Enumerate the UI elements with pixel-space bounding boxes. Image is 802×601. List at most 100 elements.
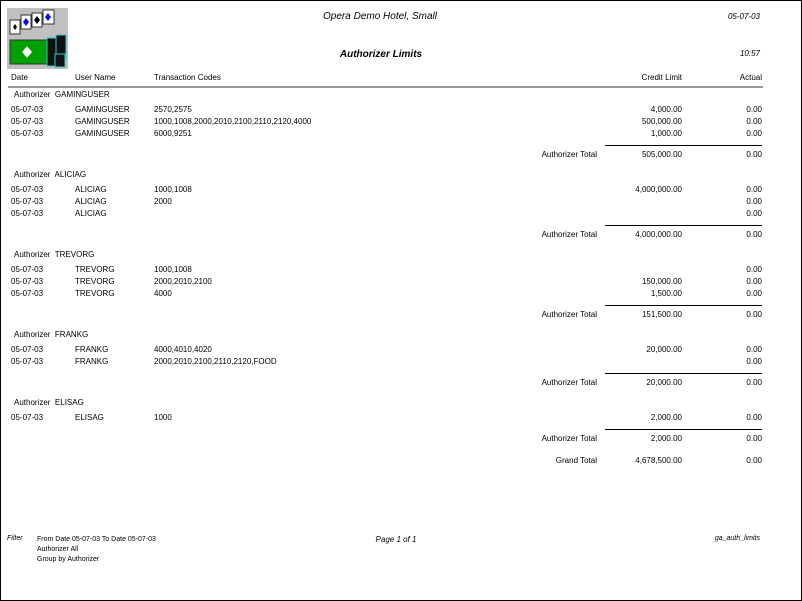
- user-cell: ELISAG: [75, 413, 104, 422]
- table-row: 05-07-03 TREVORG 4000 1,500.00 0.00: [0, 289, 802, 301]
- codes-cell: 4000,4010,4020: [154, 345, 212, 354]
- table-row: 05-07-03 ALICIAG 0.00: [0, 209, 802, 221]
- actual-cell: 0.00: [746, 209, 762, 218]
- actual-cell: 0.00: [746, 413, 762, 422]
- total-limit: 20,000.00: [646, 378, 682, 387]
- table-row: 05-07-03 GAMINGUSER 1000,1008,2000,2010,21…: [0, 117, 802, 129]
- date-cell: 05-07-03: [11, 277, 44, 286]
- group-label: Authorizer: [14, 330, 51, 339]
- group-header: Authorizer FRANKG: [0, 328, 802, 345]
- total-limit: 4,000,000.00: [635, 230, 682, 239]
- user-cell: FRANKG: [75, 345, 109, 354]
- codes-cell: 1000,1008: [154, 185, 192, 194]
- total-limit: 151,500.00: [641, 310, 682, 319]
- actual-cell: 0.00: [746, 105, 762, 114]
- actual-cell: 0.00: [746, 197, 762, 206]
- total-label: Authorizer Total: [541, 230, 597, 239]
- codes-cell: 6000,9251: [154, 129, 192, 138]
- date-cell: 05-07-03: [11, 357, 44, 366]
- actual-cell: 0.00: [746, 357, 762, 366]
- group-name: GAMINGUSER: [54, 90, 110, 99]
- table-row: 05-07-03 GAMINGUSER 6000,9251 1,000.00 0.00: [0, 129, 802, 141]
- date-cell: 05-07-03: [11, 185, 44, 194]
- limit-cell: 500,000.00: [641, 117, 682, 126]
- group-name: FRANKG: [54, 330, 89, 339]
- table-row: 05-07-03 ELISAG 1000 2,000.00 0.00: [0, 413, 802, 425]
- grand-label: Grand Total: [555, 456, 597, 465]
- group-name: ALICIAG: [54, 170, 87, 179]
- authorizer-total-row: Authorizer Total 505,000.00 0.00: [0, 145, 802, 163]
- group-header: Authorizer ALICIAG: [0, 168, 802, 185]
- table-row: 05-07-03 TREVORG 1000,1008 0.00: [0, 265, 802, 277]
- grand-actual: 0.00: [746, 456, 762, 465]
- user-cell: ALICIAG: [75, 197, 107, 206]
- filter-line: Authorizer All: [37, 546, 79, 553]
- codes-cell: 2000: [154, 197, 172, 206]
- filter-line: Group by Authorizer: [37, 556, 100, 563]
- col-actual: Actual: [739, 73, 762, 82]
- codes-cell: 1000,1008: [154, 265, 192, 274]
- table-row: 05-07-03 FRANKG 4000,4010,4020 20,000.00 0.0…: [0, 345, 802, 357]
- user-cell: ALICIAG: [75, 185, 107, 194]
- limit-cell: 20,000.00: [646, 345, 682, 354]
- authorizer-total-row: Authorizer Total 4,000,000.00 0.00: [0, 225, 802, 243]
- report-title: Authorizer Limits: [339, 49, 423, 60]
- total-actual: 0.00: [746, 150, 762, 159]
- limit-cell: 4,000.00: [650, 105, 682, 114]
- total-limit: 505,000.00: [641, 150, 682, 159]
- filter-label: Filter: [7, 535, 23, 542]
- user-cell: TREVORG: [75, 265, 115, 274]
- header-divider: [8, 86, 763, 88]
- codes-cell: 2000,2010,2100,2110,2120,FOOD: [154, 357, 277, 366]
- total-actual: 0.00: [746, 434, 762, 443]
- actual-cell: 0.00: [746, 117, 762, 126]
- filter-details: From Date 05-07-03 To Date 05-07-03 Auth…: [37, 535, 156, 565]
- limit-cell: 150,000.00: [641, 277, 682, 286]
- grand-total-row: Grand Total 4,678,500.00 0.00: [0, 456, 802, 468]
- actual-cell: 0.00: [746, 345, 762, 354]
- group-label: Authorizer: [14, 90, 51, 99]
- page-number: Page 1 of 1: [375, 535, 417, 544]
- group-label: Authorizer: [14, 250, 51, 259]
- group-label: Authorizer: [14, 170, 51, 179]
- codes-cell: 4000: [154, 289, 172, 298]
- group-name: ELISAG: [54, 398, 84, 407]
- casino-logo-icon: [7, 8, 68, 69]
- date-cell: 05-07-03: [11, 105, 44, 114]
- user-cell: TREVORG: [75, 289, 115, 298]
- table-row: 05-07-03 TREVORG 2000,2010,2100 150,000.00 0…: [0, 277, 802, 289]
- user-cell: GAMINGUSER: [75, 129, 130, 138]
- authorizer-total-row: Authorizer Total 20,000.00 0.00: [0, 373, 802, 391]
- group-label: Authorizer: [14, 398, 51, 407]
- col-limit: Credit Limit: [641, 73, 682, 82]
- table-row: 05-07-03 ALICIAG 2000 0.00: [0, 197, 802, 209]
- total-label: Authorizer Total: [541, 434, 597, 443]
- date-cell: 05-07-03: [11, 129, 44, 138]
- group-header: Authorizer TREVORG: [0, 248, 802, 265]
- user-cell: TREVORG: [75, 277, 115, 286]
- user-cell: ALICIAG: [75, 209, 107, 218]
- date-cell: 05-07-03: [11, 345, 44, 354]
- table-row: 05-07-03 ALICIAG 1000,1008 4,000,000.00 0.00: [0, 185, 802, 197]
- filter-line: From Date 05-07-03 To Date 05-07-03: [37, 536, 156, 543]
- group-header: Authorizer GAMINGUSER: [0, 88, 802, 105]
- limit-cell: 1,000.00: [650, 129, 682, 138]
- report-time: 10:57: [739, 49, 760, 58]
- col-codes: Transaction Codes: [154, 73, 221, 82]
- actual-cell: 0.00: [746, 265, 762, 274]
- column-headers: Date User Name Transaction Codes Credit …: [0, 73, 802, 85]
- hotel-name: Opera Demo Hotel, Small: [323, 11, 437, 22]
- date-cell: 05-07-03: [11, 413, 44, 422]
- table-row: 05-07-03 FRANKG 2000,2010,2100,2110,2120,F…: [0, 357, 802, 369]
- limit-cell: 1,500.00: [650, 289, 682, 298]
- actual-cell: 0.00: [746, 289, 762, 298]
- total-limit: 2,000.00: [650, 434, 682, 443]
- date-cell: 05-07-03: [11, 209, 44, 218]
- total-actual: 0.00: [746, 230, 762, 239]
- actual-cell: 0.00: [746, 129, 762, 138]
- table-row: 05-07-03 GAMINGUSER 2570,2575 4,000.00 0.00: [0, 105, 802, 117]
- date-cell: 05-07-03: [11, 117, 44, 126]
- group-header: Authorizer ELISAG: [0, 396, 802, 413]
- codes-cell: 2570,2575: [154, 105, 192, 114]
- grand-limit: 4,678,500.00: [635, 456, 682, 465]
